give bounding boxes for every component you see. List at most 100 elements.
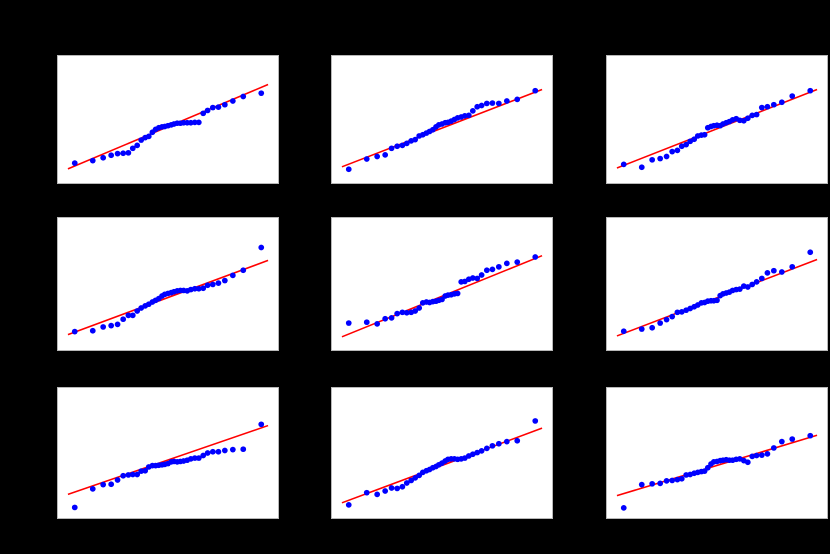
data-point xyxy=(469,108,476,114)
data-point xyxy=(478,102,485,109)
data-point xyxy=(129,471,136,478)
data-point xyxy=(125,472,132,478)
data-point xyxy=(125,149,132,156)
qq-plot-8 xyxy=(331,387,553,519)
qq-plot-3-reference-line xyxy=(616,88,818,169)
data-point xyxy=(503,438,510,445)
data-point xyxy=(191,285,198,292)
qq-plot-4-canvas xyxy=(67,244,269,336)
data-point xyxy=(145,133,152,140)
data-point xyxy=(120,150,127,157)
data-point xyxy=(620,505,627,511)
qq-plot-1-scatter-series xyxy=(71,90,265,166)
data-point xyxy=(258,90,265,97)
data-point xyxy=(71,504,78,511)
data-point xyxy=(514,437,521,444)
data-point xyxy=(495,100,502,107)
data-point xyxy=(229,272,236,279)
data-point xyxy=(678,143,685,150)
data-point xyxy=(620,328,627,335)
data-point xyxy=(71,160,78,166)
data-point xyxy=(240,267,247,274)
data-point xyxy=(374,321,381,327)
data-point xyxy=(778,438,785,445)
data-point xyxy=(195,119,202,126)
data-point xyxy=(209,448,216,455)
data-point xyxy=(638,481,645,488)
data-point xyxy=(345,502,352,508)
data-point xyxy=(683,141,690,148)
data-point xyxy=(89,327,96,334)
data-point xyxy=(114,150,121,157)
data-point xyxy=(532,87,539,94)
data-point xyxy=(403,309,410,316)
data-point xyxy=(399,483,406,490)
data-point xyxy=(204,282,211,289)
data-point xyxy=(71,328,78,335)
data-point xyxy=(454,290,461,297)
qq-plot-5-scatter-series xyxy=(345,254,539,327)
data-point xyxy=(240,93,247,100)
data-point xyxy=(701,131,708,138)
data-point xyxy=(474,103,481,110)
data-point xyxy=(638,164,645,171)
data-point xyxy=(714,297,720,304)
data-point xyxy=(657,155,664,162)
data-point xyxy=(388,145,395,152)
data-point xyxy=(807,432,814,439)
data-point xyxy=(134,308,141,314)
data-point xyxy=(678,475,685,482)
data-point xyxy=(363,156,370,162)
data-point xyxy=(209,281,216,288)
data-point xyxy=(770,445,777,451)
data-point xyxy=(191,455,198,461)
data-point xyxy=(258,244,265,251)
data-point xyxy=(382,488,389,494)
data-point xyxy=(204,107,211,114)
data-point xyxy=(657,480,664,487)
data-point xyxy=(736,286,743,293)
data-point xyxy=(394,143,401,150)
qq-plot-5-reference-line xyxy=(341,254,543,338)
data-point xyxy=(204,450,211,456)
data-point xyxy=(770,267,777,274)
data-point xyxy=(764,450,771,457)
qq-plot-9-canvas xyxy=(616,432,818,511)
data-point xyxy=(478,272,485,278)
data-point xyxy=(503,260,510,267)
data-point xyxy=(403,140,410,147)
data-point xyxy=(221,277,228,284)
data-point xyxy=(221,101,228,108)
data-point xyxy=(478,448,485,454)
data-point xyxy=(532,418,539,424)
data-point xyxy=(807,87,814,94)
data-point xyxy=(674,309,681,316)
qq-plot-9-reference-line xyxy=(616,434,818,497)
data-point xyxy=(200,110,207,117)
qq-plot-3-canvas xyxy=(616,87,818,171)
data-point xyxy=(100,481,107,488)
data-point xyxy=(503,98,510,104)
data-point xyxy=(108,481,115,488)
data-point xyxy=(789,263,796,270)
data-point xyxy=(195,455,202,461)
data-point xyxy=(514,259,521,265)
data-point xyxy=(108,152,115,159)
data-point xyxy=(221,447,228,454)
data-point xyxy=(744,459,751,466)
qq-plot-6-canvas xyxy=(616,249,818,337)
qq-plot-7-canvas xyxy=(67,421,269,511)
data-point xyxy=(807,249,814,256)
data-point xyxy=(403,480,410,486)
data-point xyxy=(100,154,107,161)
data-point xyxy=(89,486,96,492)
data-point xyxy=(489,442,496,449)
data-point xyxy=(778,269,785,275)
qq-plot-5-canvas xyxy=(341,254,543,338)
data-point xyxy=(678,309,685,315)
data-point xyxy=(100,324,107,330)
data-point xyxy=(469,275,476,281)
qq-plot-2 xyxy=(331,55,553,184)
data-point xyxy=(789,93,796,99)
